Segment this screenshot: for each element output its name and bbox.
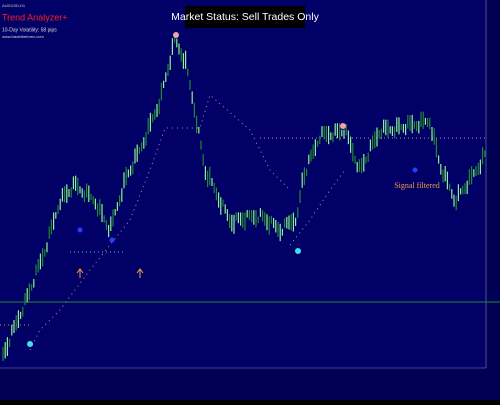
signal-note: Signal filtered [394, 181, 440, 190]
symbol-header: AUDUSD,H1 [2, 3, 26, 8]
up-arrow [136, 268, 144, 278]
sell-dot [340, 123, 346, 129]
signal-dot [77, 227, 83, 233]
signal-dot [412, 167, 418, 173]
trailing-dots [29, 94, 291, 351]
buy-dot [295, 248, 301, 254]
trailing-dots [289, 169, 346, 246]
sell-dot [173, 32, 179, 38]
up-arrow [76, 268, 84, 278]
volatility: 10-Day Volatility: 58 pips [2, 27, 57, 33]
website: www.tradetheforex.com [2, 34, 44, 39]
signal-dot [109, 237, 115, 243]
market-status: Market Status: Sell Trades Only [171, 11, 319, 23]
indicator-name: Trend Analyzer+ [2, 12, 67, 22]
status-box [185, 6, 305, 28]
price-bars [2, 36, 486, 361]
plot-area [0, 0, 486, 368]
buy-dot [27, 341, 33, 347]
